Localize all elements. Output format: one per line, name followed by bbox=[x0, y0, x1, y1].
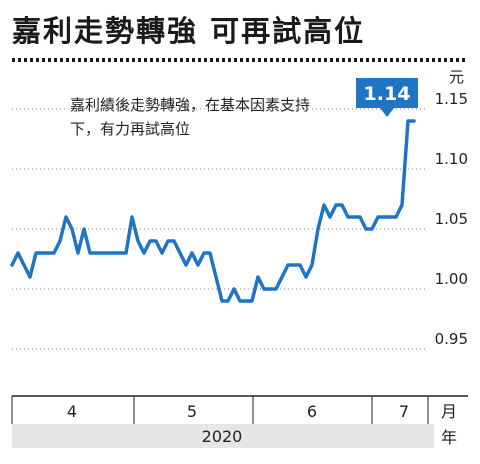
y-tick-label: 1.15 bbox=[435, 90, 468, 108]
y-tick-label: 0.95 bbox=[435, 330, 468, 348]
x-tick-label: 4 bbox=[67, 402, 77, 421]
chart-annotation: 嘉利績後走勢轉強，在基本因素支持下，有力再試高位 bbox=[70, 96, 311, 138]
last-value-box bbox=[356, 78, 418, 108]
x-tick-label: 6 bbox=[307, 402, 317, 421]
last-value-label: 1.14 bbox=[364, 83, 411, 105]
y-tick-label: 1.10 bbox=[435, 150, 468, 168]
y-unit-label: 元 bbox=[449, 68, 464, 86]
last-value-pointer bbox=[380, 108, 394, 117]
y-tick-label: 1.00 bbox=[435, 270, 468, 288]
year-char-label: 年 bbox=[441, 428, 457, 447]
x-unit-label: 月 bbox=[441, 402, 457, 421]
x-tick-label: 7 bbox=[399, 402, 409, 421]
x-tick-label: 5 bbox=[187, 402, 197, 421]
year-band bbox=[12, 424, 434, 448]
y-tick-label: 1.05 bbox=[435, 210, 468, 228]
price-series-line bbox=[10, 119, 416, 303]
year-label: 2020 bbox=[202, 427, 243, 446]
chart-title: 嘉利走勢轉強 可再試高位 bbox=[12, 14, 366, 48]
